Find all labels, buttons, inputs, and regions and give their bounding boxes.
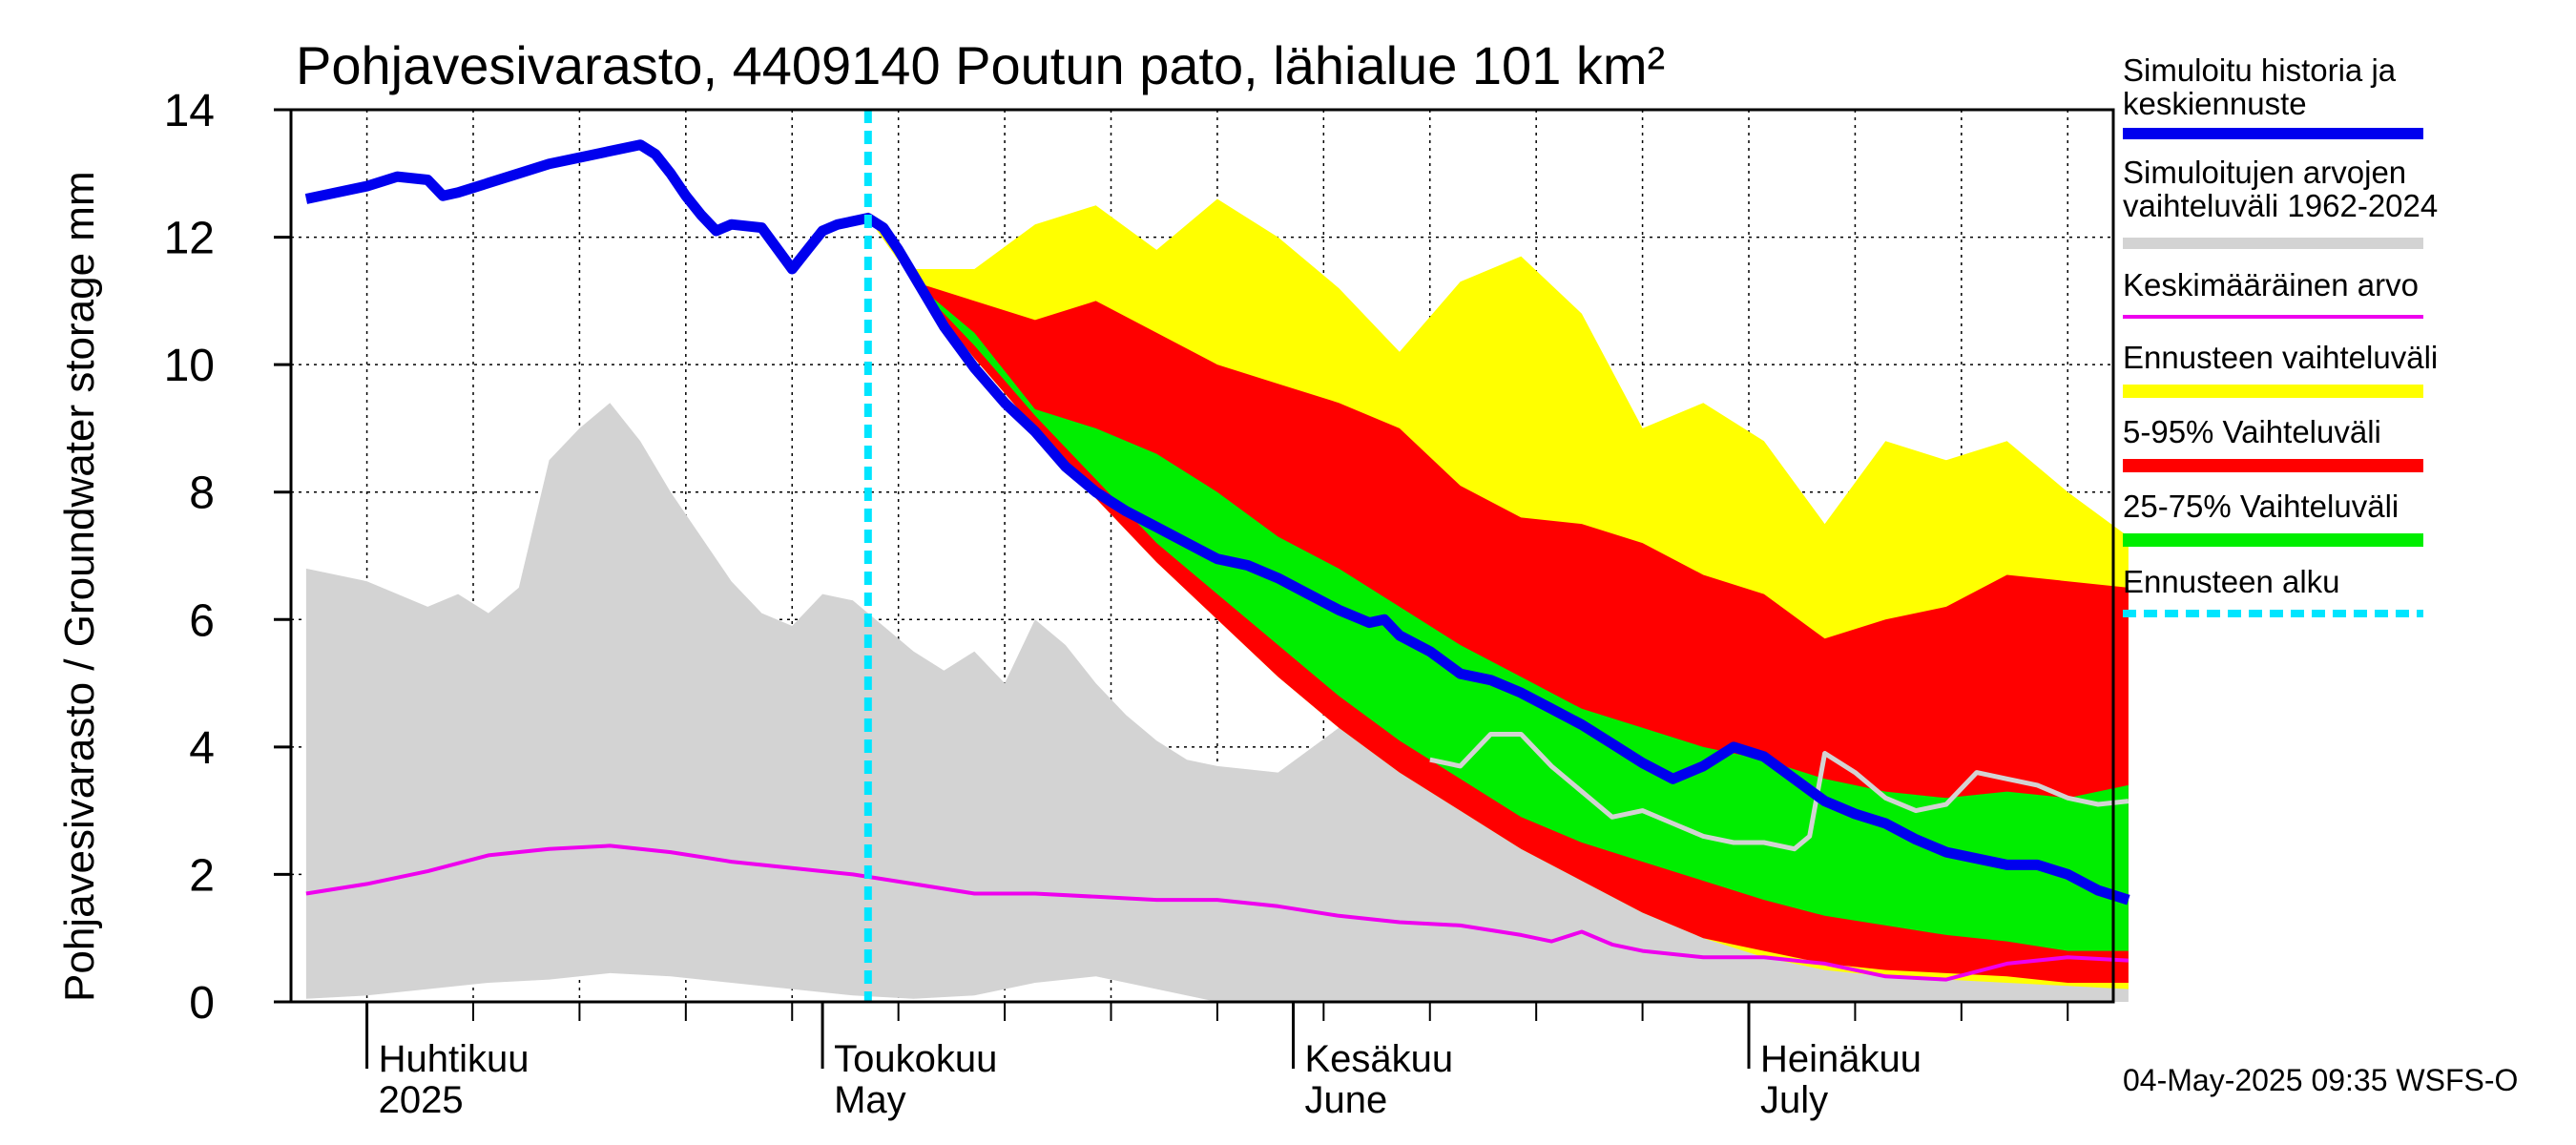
y-tick-label: 6 [189, 595, 215, 646]
month-label-fi: Huhtikuu [379, 1038, 530, 1080]
area-layer [305, 198, 2129, 1002]
y-tick-label: 2 [189, 850, 215, 901]
month-label-fi: Heinäkuu [1760, 1038, 1922, 1080]
legend-label: Simuloitu historia ja keskiennuste [2123, 52, 2397, 121]
legend-label: Ennusteen vaihteluväli [2123, 340, 2438, 375]
month-label-fi: Kesäkuu [1305, 1038, 1454, 1080]
y-axis-label: Pohjavesivarasto / Groundwater storage m… [56, 171, 103, 1002]
legend-label: Keskimääräinen arvo [2123, 267, 2419, 302]
chart-title: Pohjavesivarasto, 4409140 Poutun pato, l… [296, 35, 1665, 95]
legend-label: 25-75% Vaihteluväli [2123, 489, 2399, 524]
line-layer [304, 110, 2130, 1002]
y-tick-label: 14 [164, 86, 215, 136]
month-label-en: May [834, 1079, 906, 1121]
y-tick-label: 0 [189, 978, 215, 1029]
mean-value-line [305, 843, 2129, 982]
y-tick-label: 4 [189, 723, 215, 774]
legend: Simuloitu historia ja keskiennuste Simuloi… [2123, 52, 2438, 617]
month-label-en: June [1305, 1079, 1388, 1121]
legend-label: 5-95% Vaihteluväli [2123, 414, 2381, 449]
y-tick-label: 10 [164, 341, 215, 391]
plot-frame [289, 108, 2115, 1004]
legend-label: Ennusteen alku [2123, 564, 2340, 599]
historical-year-line [1429, 732, 2129, 852]
month-label-en: 2025 [379, 1079, 464, 1121]
legend-label: Simuloitujen arvojen vaihteluväli 1962-20… [2123, 155, 2438, 223]
simulated-forecast-line [304, 139, 2130, 906]
y-tick-label: 12 [164, 214, 215, 264]
range-25-75-area [867, 218, 2129, 951]
y-tick-label: 8 [189, 468, 215, 519]
month-label-en: July [1760, 1079, 1828, 1121]
month-label-fi: Toukokuu [834, 1038, 997, 1080]
timestamp-footer: 04-May-2025 09:35 WSFS-O [2123, 1063, 2518, 1097]
